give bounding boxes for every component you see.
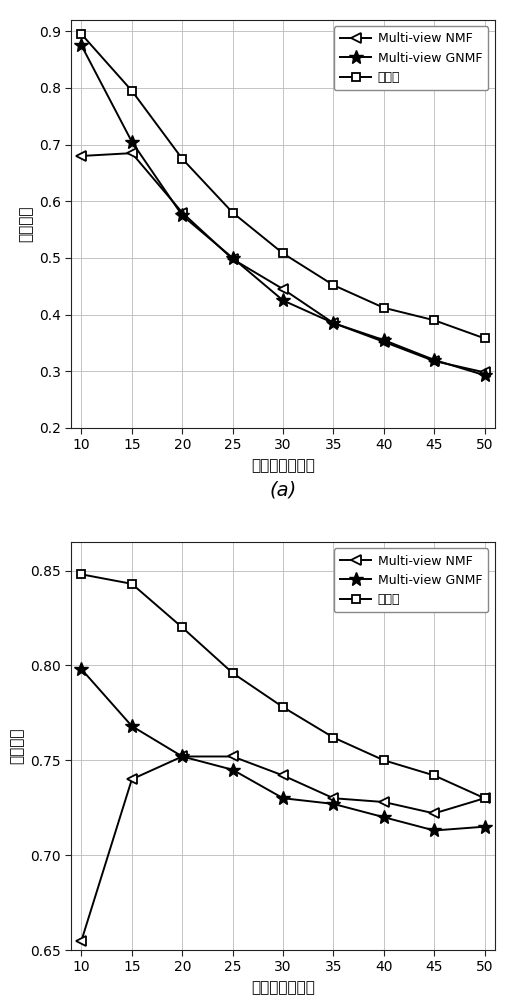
Y-axis label: 聚类性能: 聚类性能 (10, 728, 24, 764)
X-axis label: 近邻图的近邻数: 近邻图的近邻数 (250, 458, 315, 473)
Text: (a): (a) (269, 481, 296, 500)
X-axis label: 近邻图的近邻数: 近邻图的近邻数 (250, 980, 315, 995)
Y-axis label: 聚类性能: 聚类性能 (18, 206, 34, 242)
Legend: Multi-view NMF, Multi-view GNMF, 本发明: Multi-view NMF, Multi-view GNMF, 本发明 (333, 26, 488, 90)
Legend: Multi-view NMF, Multi-view GNMF, 本发明: Multi-view NMF, Multi-view GNMF, 本发明 (333, 548, 488, 612)
